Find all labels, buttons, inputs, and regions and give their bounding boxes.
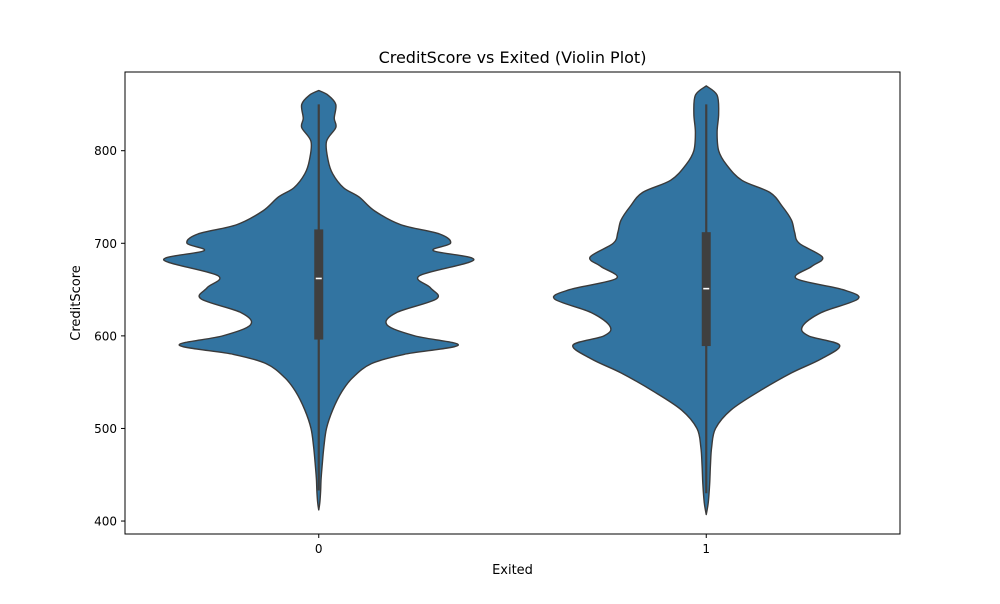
violins-layer: [163, 85, 860, 516]
violin-0: [163, 89, 475, 511]
x-tick-label-1: 1: [702, 542, 710, 556]
y-tick-label-400: 400: [94, 515, 117, 529]
violin-1: [552, 85, 860, 516]
y-tick-label-700: 700: [94, 237, 117, 251]
x-tick-label-0: 0: [315, 542, 323, 556]
y-axis: 400 500 600 700 800: [94, 144, 125, 529]
violin-iqr-box-0: [314, 229, 324, 340]
y-tick-label-500: 500: [94, 422, 117, 436]
plot-frame: [124, 71, 901, 535]
x-axis-label: Exited: [492, 563, 533, 578]
y-tick-label-800: 800: [94, 144, 117, 158]
y-tick-label-600: 600: [94, 329, 117, 343]
y-axis-label: CreditScore: [69, 265, 84, 341]
chart-title: CreditScore vs Exited (Violin Plot): [379, 48, 647, 67]
